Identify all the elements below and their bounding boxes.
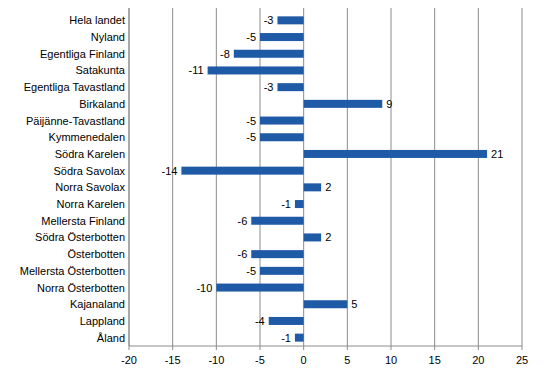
- data-label: -3: [264, 81, 274, 93]
- category-label: Åland: [97, 332, 125, 344]
- grid-line: [522, 8, 523, 346]
- category-label: Birkaland: [79, 98, 125, 110]
- grid-line: [216, 8, 217, 346]
- y-axis: [129, 8, 130, 346]
- category-label: Nyland: [91, 31, 125, 43]
- tick-label: 25: [516, 354, 528, 366]
- chart-svg: -20-15-10-50510152025Hela landet-3Nyland…: [0, 0, 546, 376]
- tick-mark: [347, 346, 348, 350]
- category-label: Södra Savolax: [53, 165, 125, 177]
- bar: [304, 300, 348, 308]
- tick-mark: [434, 346, 435, 350]
- grid-line: [260, 8, 261, 346]
- data-label: -11: [189, 64, 204, 76]
- bar: [216, 284, 303, 292]
- data-label: 2: [325, 181, 331, 193]
- category-label: Mellersta Finland: [41, 215, 125, 227]
- grid-line: [303, 8, 304, 346]
- bar: [295, 200, 304, 208]
- category-label: Lappland: [80, 315, 125, 327]
- bars: [181, 16, 487, 341]
- data-label: 5: [351, 298, 357, 310]
- data-label: -5: [246, 115, 256, 127]
- data-label: -5: [246, 131, 256, 143]
- data-label: 2: [325, 231, 331, 243]
- bar: [260, 33, 304, 41]
- grid-line: [478, 8, 479, 346]
- tick-mark: [478, 346, 479, 350]
- category-label: Kymmenedalen: [49, 131, 125, 143]
- data-label: -10: [196, 282, 212, 294]
- bar: [304, 150, 487, 158]
- tick-mark: [172, 346, 173, 350]
- bar: [304, 100, 383, 108]
- tick-label: -5: [255, 354, 265, 366]
- category-label: Egentliga Tavastland: [24, 81, 125, 93]
- data-label: -1: [281, 332, 291, 344]
- bar: [234, 50, 304, 58]
- bar: [304, 183, 321, 191]
- data-label: 21: [491, 148, 503, 160]
- category-label: Mellersta Österbotten: [20, 265, 125, 277]
- grid-line: [129, 8, 130, 346]
- grid-line: [391, 8, 392, 346]
- data-label: 9: [386, 98, 392, 110]
- category-label: Norra Savolax: [55, 181, 125, 193]
- data-label: -14: [161, 165, 177, 177]
- bar: [260, 133, 304, 141]
- category-label: Österbotten: [68, 248, 125, 260]
- data-label: -3: [264, 14, 274, 26]
- bar: [251, 250, 303, 258]
- tick-mark: [260, 346, 261, 350]
- tick-mark: [216, 346, 217, 350]
- data-label: -4: [255, 315, 265, 327]
- bar: [304, 233, 321, 241]
- category-label: Hela landet: [69, 14, 125, 26]
- data-label: -5: [246, 31, 256, 43]
- data-label: -5: [246, 265, 256, 277]
- tick-label: 20: [472, 354, 484, 366]
- bar: [181, 167, 303, 175]
- bar: [269, 317, 304, 325]
- category-label: Södra Österbotten: [35, 231, 125, 243]
- grid-line: [347, 8, 348, 346]
- category-label: Egentliga Finland: [40, 48, 125, 60]
- bar: [277, 83, 303, 91]
- tick-mark: [391, 346, 392, 350]
- category-label: Södra Karelen: [55, 148, 125, 160]
- bar: [260, 267, 304, 275]
- tick-mark: [129, 346, 130, 350]
- tick-mark: [303, 346, 304, 350]
- tick-label: -10: [208, 354, 224, 366]
- tick-mark: [522, 346, 523, 350]
- tick-label: -15: [165, 354, 181, 366]
- data-label: -1: [281, 198, 291, 210]
- bar: [295, 334, 304, 342]
- tick-label: 10: [385, 354, 397, 366]
- bar: [260, 117, 304, 125]
- tick-label: 0: [301, 354, 307, 366]
- bar: [277, 16, 303, 24]
- tick-label: -20: [121, 354, 137, 366]
- chart-root: -20-15-10-50510152025Hela landet-3Nyland…: [0, 0, 546, 376]
- category-label: Satakunta: [75, 64, 125, 76]
- data-label: -6: [237, 215, 247, 227]
- category-label: Kajanaland: [70, 298, 125, 310]
- tick-label: 5: [344, 354, 350, 366]
- bar: [208, 66, 304, 74]
- x-axis: [129, 346, 522, 347]
- category-label: Päijänne-Tavastland: [26, 115, 125, 127]
- grid-line: [434, 8, 435, 346]
- data-label: -6: [237, 248, 247, 260]
- grid-line: [172, 8, 173, 346]
- bar: [251, 217, 303, 225]
- data-label: -8: [220, 48, 230, 60]
- tick-label: 15: [429, 354, 441, 366]
- category-label: Norra Karelen: [57, 198, 125, 210]
- category-label: Norra Österbotten: [37, 282, 125, 294]
